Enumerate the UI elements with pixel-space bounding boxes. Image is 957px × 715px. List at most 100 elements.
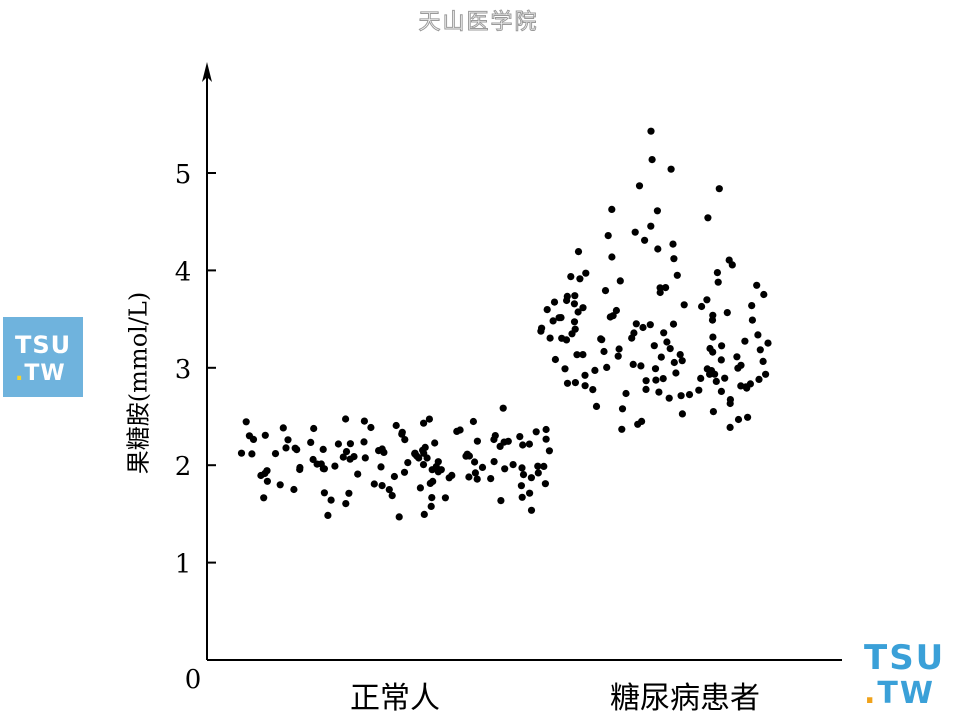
point-diabetic (635, 182, 644, 190)
point-diabetic (666, 345, 674, 353)
point-diabetic (651, 365, 660, 373)
point-diabetic (632, 320, 640, 328)
point-normal (518, 464, 526, 472)
axes: 0 1 2 3 4 5 果糖胺(mmol/L) 正常人 糖尿病患者 (125, 62, 842, 715)
point-diabetic (604, 232, 612, 240)
point-normal (534, 462, 542, 470)
point-diabetic (641, 236, 649, 244)
point-diabetic (618, 425, 626, 433)
point-normal (428, 466, 436, 474)
point-diabetic (717, 387, 726, 395)
point-diabetic (670, 358, 678, 367)
point-diabetic (712, 377, 720, 385)
point-normal (471, 469, 479, 477)
point-diabetic (676, 351, 684, 359)
point-normal (319, 445, 327, 453)
point-normal (519, 441, 527, 449)
data-points (237, 127, 772, 521)
logo-left-tw: TW (24, 361, 66, 386)
point-diabetic (628, 334, 636, 342)
point-normal (428, 494, 436, 502)
tsu-logo-right: TSU .TW (858, 638, 954, 714)
point-normal (334, 440, 342, 448)
point-normal (354, 470, 362, 478)
point-diabetic (546, 334, 554, 342)
point-normal (345, 489, 353, 497)
point-normal (415, 454, 423, 462)
point-diabetic (592, 402, 601, 410)
y-ticks: 0 1 2 3 4 5 (175, 160, 216, 695)
point-diabetic (537, 327, 545, 335)
x-category-labels: 正常人 糖尿病患者 (350, 681, 760, 715)
point-diabetic (570, 300, 579, 308)
point-normal (525, 440, 534, 448)
point-normal (245, 432, 253, 440)
point-diabetic (551, 355, 560, 364)
point-diabetic (573, 351, 581, 359)
point-diabetic (695, 386, 703, 394)
point-normal (248, 450, 256, 458)
point-diabetic (704, 214, 712, 222)
point-diabetic (549, 317, 557, 325)
point-diabetic (715, 185, 723, 193)
point-normal (425, 415, 433, 423)
point-diabetic (642, 377, 650, 385)
point-diabetic (637, 362, 645, 370)
point-diabetic (652, 376, 660, 384)
point-normal (416, 484, 424, 492)
y-tick-label: 4 (175, 257, 192, 287)
point-normal (361, 454, 369, 462)
point-diabetic (603, 363, 611, 371)
point-diabetic (568, 330, 576, 338)
point-diabetic (629, 360, 637, 368)
point-normal (465, 473, 473, 481)
point-diabetic (725, 256, 733, 264)
point-diabetic (656, 288, 664, 297)
point-diabetic (614, 352, 622, 360)
point-diabetic (654, 245, 662, 253)
point-normal (463, 450, 471, 458)
point-normal (263, 477, 271, 485)
point-normal (360, 417, 368, 425)
point-normal (296, 465, 304, 474)
point-diabetic (601, 287, 610, 295)
point-normal (545, 447, 554, 455)
point-diabetic (673, 271, 681, 279)
point-normal (388, 492, 396, 500)
point-diabetic (721, 374, 729, 382)
point-diabetic (685, 391, 694, 399)
watermark-text: 天山医学院 (418, 10, 539, 36)
point-normal (419, 461, 428, 469)
point-diabetic (737, 382, 745, 390)
point-diabetic (762, 370, 770, 378)
point-normal (519, 471, 528, 479)
point-diabetic (680, 301, 688, 309)
point-normal (497, 497, 505, 505)
point-normal (378, 445, 386, 453)
point-diabetic (634, 420, 642, 428)
point-diabetic (631, 228, 639, 236)
point-diabetic (618, 405, 627, 413)
point-diabetic (748, 302, 756, 310)
point-normal (490, 458, 498, 466)
y-tick-label: 1 (175, 550, 192, 580)
point-normal (331, 462, 339, 470)
point-normal (290, 485, 298, 494)
point-normal (427, 502, 435, 510)
point-normal (319, 465, 327, 473)
point-diabetic (756, 346, 764, 354)
point-diabetic (734, 415, 743, 424)
point-normal (257, 471, 265, 480)
point-normal (509, 461, 517, 469)
point-normal (261, 431, 269, 439)
point-diabetic (703, 296, 711, 304)
point-normal (542, 425, 550, 434)
point-normal (527, 506, 536, 514)
y-tick-label: 2 (175, 452, 192, 482)
point-diabetic (754, 331, 762, 339)
logo-right-line2: .TW (864, 676, 935, 711)
point-normal (271, 450, 280, 458)
logo-right-tw: TW (877, 676, 935, 711)
point-normal (378, 482, 386, 490)
point-diabetic (642, 385, 650, 393)
